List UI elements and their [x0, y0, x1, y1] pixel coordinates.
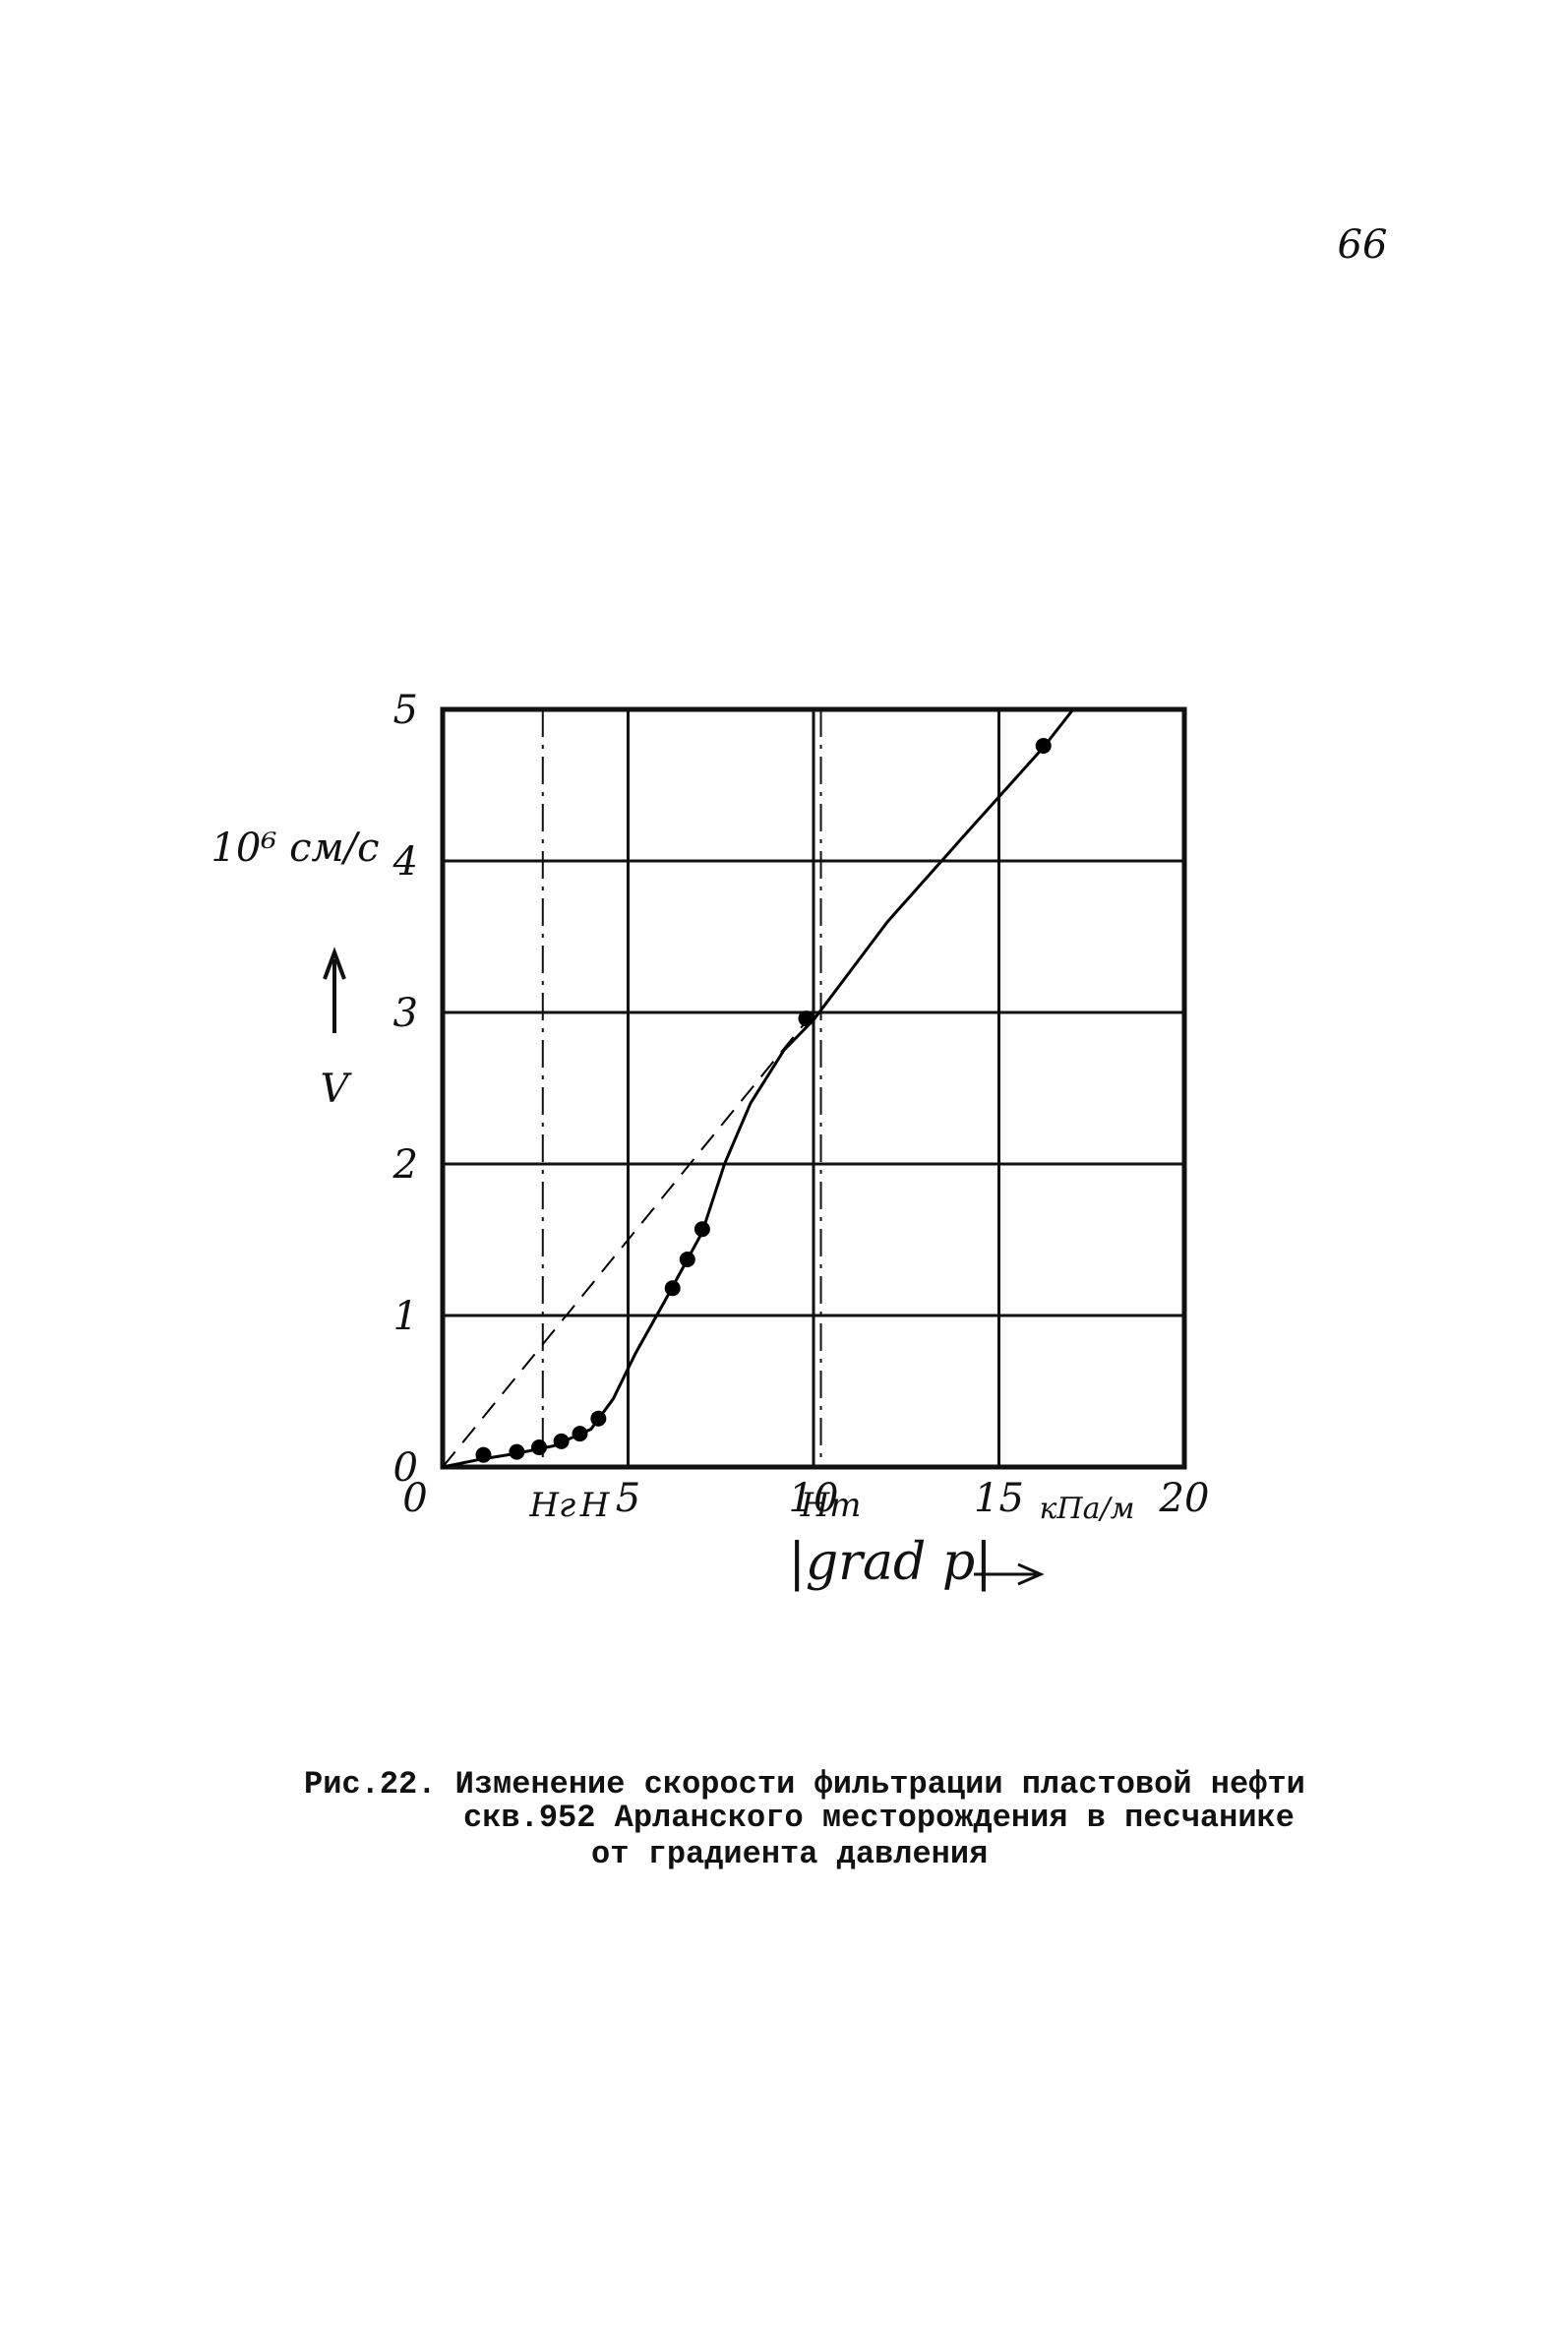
y-tick-label: 5 [393, 688, 418, 733]
caption-line: скв.952 Арланского месторождения в песча… [463, 1800, 1295, 1836]
data-point [531, 1438, 548, 1455]
y-tick-label: 0 [393, 1445, 418, 1491]
y-arrow-head [323, 947, 346, 980]
plot-frame [440, 706, 1187, 1470]
x-tick-label: 0 [402, 1476, 427, 1521]
x-tick-label: 5 [616, 1476, 640, 1521]
data-point [679, 1252, 695, 1268]
data-point [1035, 737, 1052, 754]
data-point [572, 1426, 588, 1442]
y-tick-label: 3 [393, 991, 418, 1036]
x-tick-label: 15 [974, 1476, 1024, 1521]
y-label: V [321, 1067, 353, 1112]
page-number: 66 [1338, 222, 1388, 268]
data-point [475, 1446, 492, 1463]
dashed-line [442, 1011, 814, 1468]
x-unit: кПа/м [1040, 1492, 1135, 1526]
caption-line: от градиента давления [591, 1836, 988, 1872]
caption-line: Рис.22. Изменение скорости фильтрации пл… [304, 1766, 1305, 1803]
data-point [694, 1221, 710, 1238]
data-point [798, 1010, 814, 1027]
y-unit: 10⁶ см/с [211, 826, 379, 871]
x-label: |grad p| [788, 1533, 992, 1592]
reference-label: Hm [800, 1486, 862, 1525]
y-tick-label: 4 [392, 839, 418, 885]
data-point [509, 1443, 525, 1460]
data-point [553, 1433, 570, 1449]
x-tick-label: 10 [789, 1476, 839, 1521]
x-tick-label: 20 [1159, 1476, 1210, 1521]
data-point [664, 1280, 681, 1297]
data-point [590, 1410, 607, 1427]
y-tick-label: 1 [393, 1294, 418, 1339]
y-tick-label: 2 [392, 1142, 418, 1188]
reference-label: Hг [528, 1486, 575, 1525]
x-arrow [974, 1562, 1045, 1586]
fit-curve [442, 708, 1075, 1469]
marker-label: H [579, 1486, 611, 1525]
